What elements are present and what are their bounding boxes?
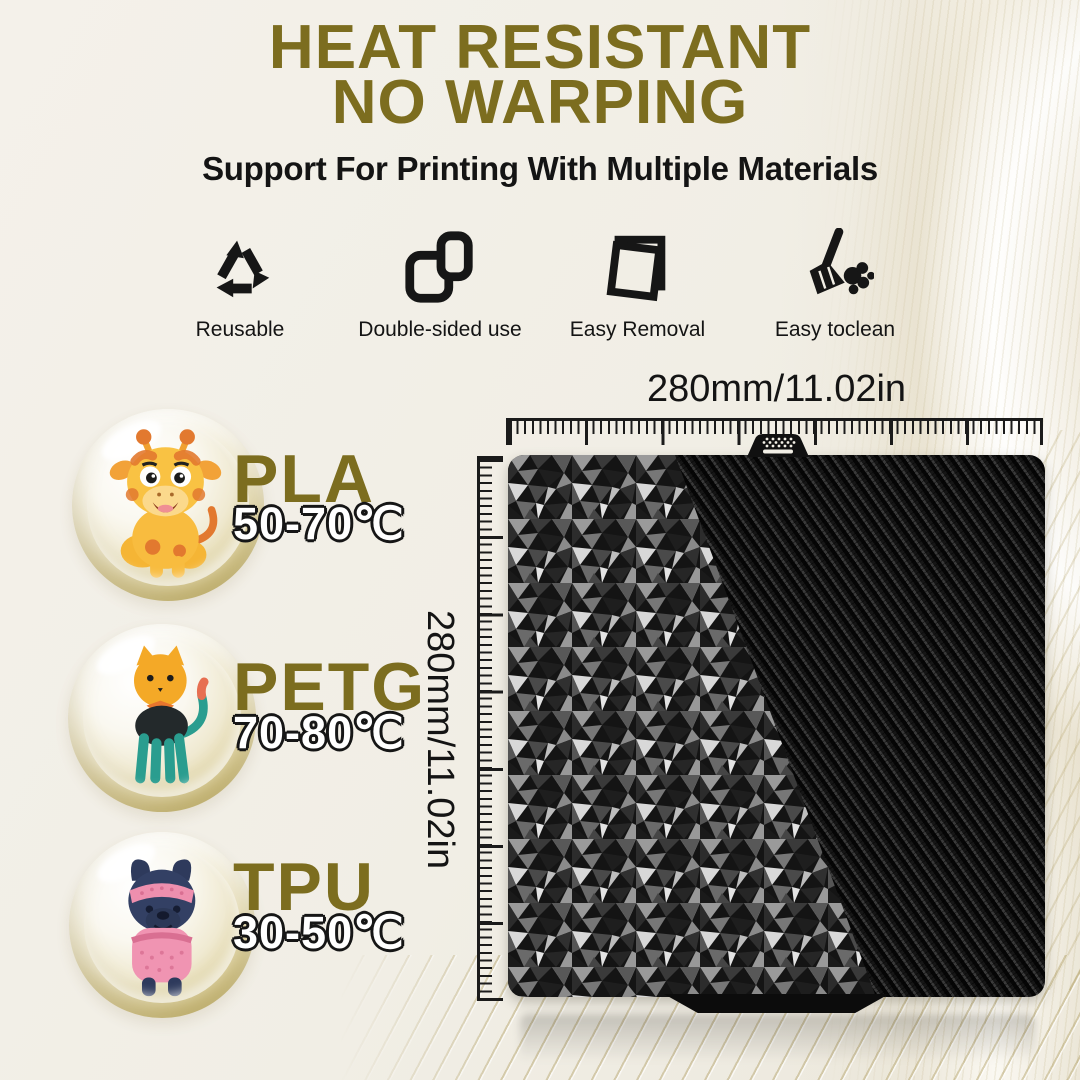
material-name-tpu: TPU (233, 849, 375, 925)
giraffe-figurine (109, 429, 222, 578)
double-sided-icon (405, 231, 473, 303)
page-title: HEAT RESISTANT NO WARPING (0, 13, 1080, 137)
feature-label: Reusable (195, 318, 285, 341)
petg-bubble (68, 624, 256, 812)
feature-label: Double-sided use (358, 318, 522, 341)
diagonal-pinstripe-edge (1040, 430, 1080, 990)
diamond-texture-surface (508, 455, 876, 997)
plate-reflection (520, 1014, 1035, 1074)
cat-figurine (134, 645, 209, 784)
horizontal-ruler (506, 418, 1043, 445)
material-name-petg: PETG (233, 649, 427, 725)
tpu-bubble (69, 832, 255, 1018)
peel-sheet-icon (606, 235, 665, 302)
feature-double-sided: Double-sided use (330, 228, 550, 342)
material-temp-petg: 70-80℃ (233, 707, 405, 758)
feature-easy-to-clean: Easy toclean (740, 228, 930, 342)
bulldog-figurine (128, 858, 196, 996)
broom-icon (809, 228, 874, 295)
plate-handle-tab (747, 434, 809, 457)
feature-easy-removal: Easy Removal (540, 228, 735, 342)
title-line-2: NO WARPING (331, 68, 749, 137)
ruler-major-ticks (480, 459, 503, 998)
plate-width-label: 280mm/11.02in (646, 368, 907, 410)
build-plate (508, 455, 1045, 997)
feature-label: Easy toclean (774, 318, 896, 341)
plate-height-label: 280mm/11.02in (419, 610, 461, 870)
plate-bottom-tab (664, 994, 889, 1013)
page-subtitle: Support For Printing With Multiple Mater… (202, 150, 878, 187)
material-temp-tpu: 30-50℃ (233, 907, 405, 958)
material-temp-pla: 50-70℃ (233, 498, 405, 549)
feature-reusable: Reusable (150, 228, 330, 342)
recycle-icon (216, 240, 270, 298)
material-name-pla: PLA (233, 441, 375, 517)
vertical-ruler (477, 456, 503, 1001)
title-line-1: HEAT RESISTANT (268, 13, 812, 82)
feature-label: Easy Removal (569, 318, 706, 341)
pla-bubble (72, 409, 264, 601)
